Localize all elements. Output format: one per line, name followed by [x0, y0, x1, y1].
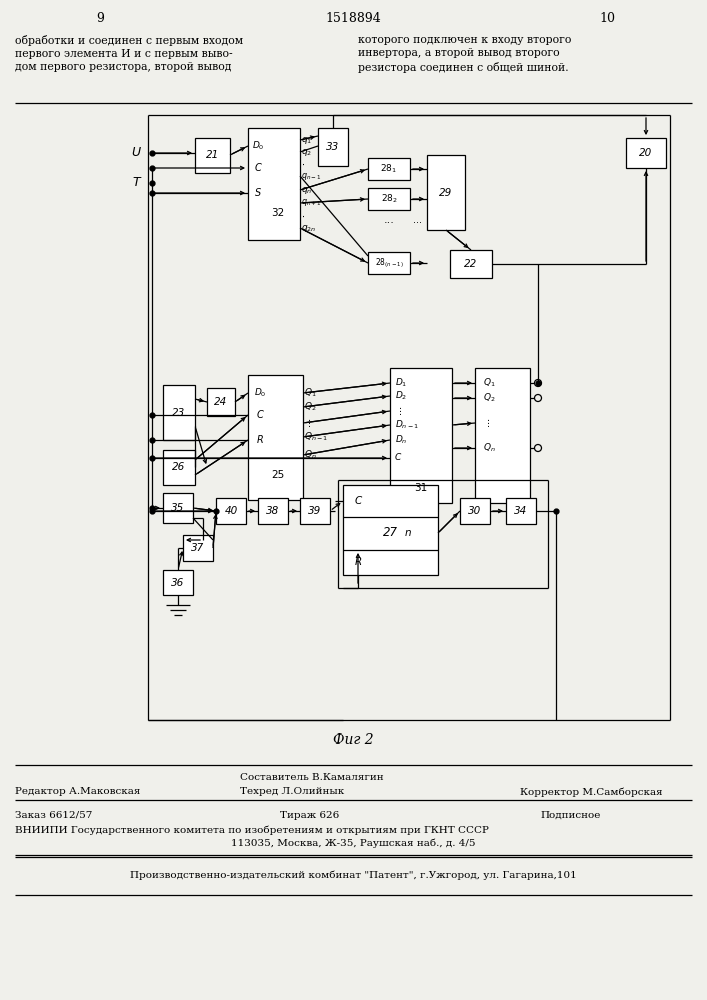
Bar [368, 158, 410, 180]
Text: $\vdots$: $\vdots$ [483, 417, 490, 429]
Text: Корректор М.Самборская: Корректор М.Самборская [520, 787, 662, 797]
Bar [300, 498, 330, 524]
Text: 25: 25 [271, 470, 285, 480]
Text: 27: 27 [382, 526, 397, 540]
Text: 31: 31 [414, 483, 428, 493]
Text: Составитель В.Камалягин: Составитель В.Камалягин [240, 774, 384, 782]
Text: $q_2$: $q_2$ [301, 146, 312, 157]
Text: $28_2$: $28_2$ [380, 193, 397, 205]
Text: 113035, Москва, Ж-35, Раушская наб., д. 4/5: 113035, Москва, Ж-35, Раушская наб., д. … [230, 838, 475, 848]
Text: 30: 30 [468, 506, 481, 516]
Text: C: C [255, 163, 262, 173]
Text: T: T [132, 176, 140, 190]
Bar [427, 155, 465, 230]
Text: 10: 10 [599, 11, 615, 24]
Bar [216, 498, 246, 524]
Text: $28_{(n-1)}$: $28_{(n-1)}$ [375, 256, 404, 270]
Text: 1518894: 1518894 [325, 11, 381, 24]
Text: $Q_n$: $Q_n$ [483, 442, 496, 454]
Text: $D_{n-1}$: $D_{n-1}$ [395, 419, 419, 431]
Text: 38: 38 [267, 506, 280, 516]
Text: Фиг 2: Фиг 2 [333, 733, 373, 747]
Bar [248, 375, 303, 500]
Text: 34: 34 [515, 506, 527, 516]
Text: 39: 39 [308, 506, 322, 516]
Bar [475, 368, 530, 503]
Text: R: R [257, 435, 264, 445]
Text: которого подключен к входу второго
инвертора, а второй вывод второго
резистора с: которого подключен к входу второго инвер… [358, 35, 571, 73]
Bar [450, 250, 492, 278]
Text: $Q_n$: $Q_n$ [304, 449, 317, 461]
Text: $D_1$: $D_1$ [395, 377, 407, 389]
Text: 9: 9 [96, 11, 104, 24]
Bar [368, 188, 410, 210]
Text: $\cdot$: $\cdot$ [301, 211, 305, 221]
Bar [343, 485, 438, 575]
Text: 37: 37 [192, 543, 204, 553]
Text: Заказ 6612/57: Заказ 6612/57 [15, 810, 93, 820]
Text: $D_n$: $D_n$ [395, 434, 407, 446]
Text: C: C [395, 454, 402, 462]
Text: Производственно-издательский комбинат "Патент", г.Ужгород, ул. Гагарина,101: Производственно-издательский комбинат "П… [129, 870, 576, 880]
Bar [163, 493, 193, 523]
Bar [460, 498, 490, 524]
Text: $D_0$: $D_0$ [252, 140, 264, 152]
Text: C: C [354, 496, 361, 506]
Text: $q_{2n}$: $q_{2n}$ [301, 223, 316, 233]
Text: $Q_2$: $Q_2$ [483, 392, 496, 404]
Text: Тираж 626: Тираж 626 [280, 810, 339, 820]
Text: $q_1$: $q_1$ [301, 134, 312, 145]
Bar [207, 388, 235, 416]
Text: $D_0$: $D_0$ [254, 387, 267, 399]
Text: $Q_2$: $Q_2$ [304, 401, 317, 413]
Bar [163, 570, 193, 595]
Text: 24: 24 [214, 397, 228, 407]
Bar [626, 138, 666, 168]
Text: $D_2$: $D_2$ [395, 390, 407, 402]
Text: $Q_1$: $Q_1$ [304, 387, 317, 399]
Text: S: S [255, 188, 261, 198]
Text: $q_{n+1}$: $q_{n+1}$ [301, 198, 322, 209]
Bar [318, 128, 348, 166]
Text: 36: 36 [171, 578, 185, 587]
Text: $q_n$: $q_n$ [301, 184, 312, 196]
Bar [368, 252, 410, 274]
Text: Подписное: Подписное [540, 810, 600, 820]
Text: $\vdots$: $\vdots$ [304, 417, 311, 429]
Text: U: U [131, 146, 140, 159]
Text: $q_{n-1}$: $q_{n-1}$ [301, 170, 322, 182]
Text: $\vdots$: $\vdots$ [395, 405, 402, 417]
Text: Редактор А.Маковская: Редактор А.Маковская [15, 788, 141, 796]
Text: $28_1$: $28_1$ [380, 163, 397, 175]
Text: $Q_{n-1}$: $Q_{n-1}$ [304, 431, 328, 443]
Text: 33: 33 [327, 142, 339, 152]
Text: 29: 29 [439, 188, 452, 198]
Text: 23: 23 [173, 408, 186, 418]
Text: ...: ... [412, 215, 421, 225]
Text: ...: ... [384, 215, 395, 225]
Bar [506, 498, 536, 524]
Text: $Q_1$: $Q_1$ [483, 377, 496, 389]
Text: 32: 32 [271, 208, 285, 218]
Bar [248, 128, 300, 240]
Text: $\cdot$: $\cdot$ [301, 159, 305, 169]
Text: ВНИИПИ Государственного комитета по изобретениям и открытиям при ГКНТ СССР: ВНИИПИ Государственного комитета по изоб… [15, 825, 489, 835]
Text: n: n [404, 528, 411, 538]
Text: Техред Л.Олийнык: Техред Л.Олийнык [240, 788, 344, 796]
Text: R: R [354, 557, 361, 567]
Bar [163, 450, 195, 485]
Bar [195, 138, 230, 173]
Bar [163, 385, 195, 440]
Bar [183, 535, 213, 561]
Text: 40: 40 [224, 506, 238, 516]
Text: 21: 21 [206, 150, 219, 160]
Text: 20: 20 [639, 148, 653, 158]
Text: 35: 35 [171, 503, 185, 513]
Text: обработки и соединен с первым входом
первого элемента И и с первым выво-
дом пер: обработки и соединен с первым входом пер… [15, 35, 243, 72]
Text: 26: 26 [173, 462, 186, 473]
Text: C: C [257, 410, 264, 420]
Bar [258, 498, 288, 524]
Text: 22: 22 [464, 259, 478, 269]
Bar [390, 368, 452, 503]
